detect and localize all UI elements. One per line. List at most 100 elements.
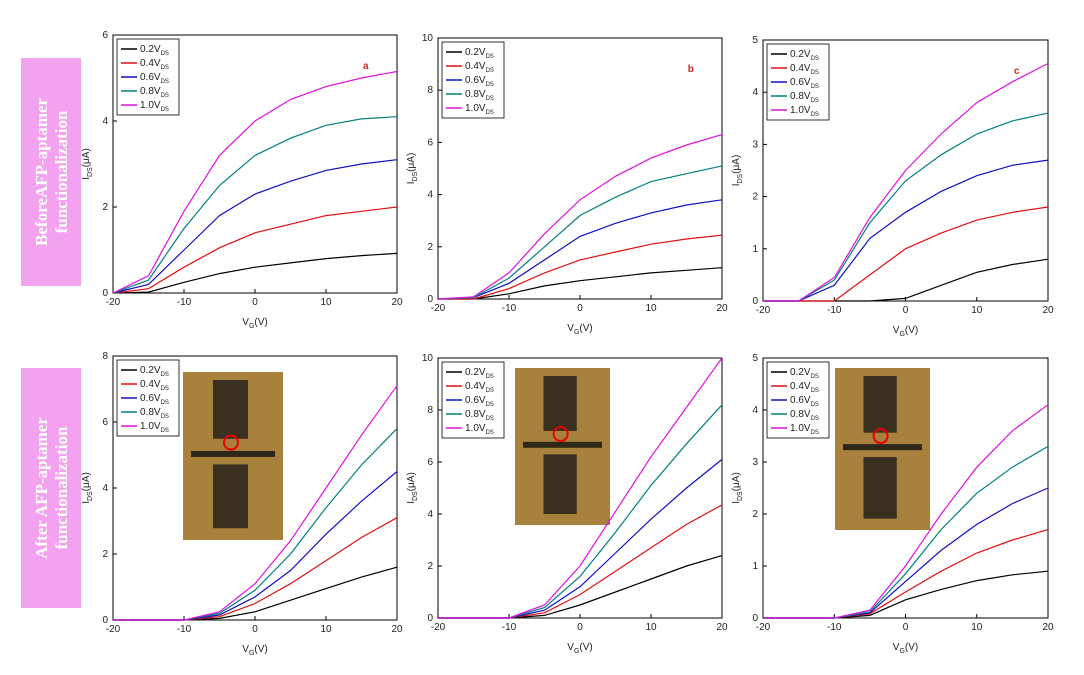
legend-name: 0.4V [790, 63, 811, 74]
label-sub: G [899, 648, 904, 655]
x-tick-label: 10 [320, 297, 332, 308]
series-line [763, 206, 1049, 302]
legend-label: 0.8VDS [140, 407, 169, 420]
y-tick-label: 0 [427, 294, 433, 305]
y-tick-label: 4 [102, 116, 108, 127]
series-line [112, 70, 398, 294]
y-axis-label: IDS(μA) [731, 472, 744, 504]
x-axis-label: VG(V) [567, 323, 592, 336]
y-tick-label: 5 [752, 35, 758, 46]
legend-sub: DS [486, 110, 494, 116]
legend-sub: DS [486, 82, 494, 88]
y-tick-label: 2 [427, 561, 433, 572]
legend-sub: DS [486, 68, 494, 74]
y-axis-label: IDS(μA) [406, 153, 419, 185]
legend-label: 0.8VDS [465, 89, 494, 102]
y-tick-label: 0 [752, 613, 758, 624]
y-tick-label: 8 [427, 405, 433, 416]
legend-name: 0.6V [790, 77, 811, 88]
x-tick-label: -20 [431, 303, 446, 314]
x-tick-label: 0 [903, 305, 909, 316]
series-line [113, 385, 398, 621]
legend-label: 0.6VDS [790, 77, 819, 90]
label-unit: (μA) [81, 148, 92, 167]
legend-label: 0.2VDS [465, 367, 494, 380]
panel-label: b [688, 64, 694, 75]
label-unit: (V) [254, 644, 267, 655]
legend-sub: DS [811, 374, 819, 380]
label-unit: (μA) [81, 472, 92, 491]
inset-photo [515, 368, 610, 525]
legend-name: 0.4V [465, 381, 486, 392]
legend-label: 0.6VDS [465, 395, 494, 408]
legend-sub: DS [486, 416, 494, 422]
legend-sub: DS [811, 430, 819, 436]
x-tick-label: -10 [827, 305, 842, 316]
legend-label: 0.8VDS [790, 91, 819, 104]
y-tick-label: 2 [752, 509, 758, 520]
legend-name: 1.0V [465, 423, 486, 434]
y-tick-label: 10 [422, 353, 434, 364]
series-line [112, 252, 398, 294]
legend-name: 1.0V [140, 421, 161, 432]
x-tick-label: -10 [177, 624, 192, 635]
legend-label: 0.4VDS [790, 381, 819, 394]
inset-photo-dark [863, 376, 897, 433]
legend-sub: DS [486, 430, 494, 436]
x-tick-label: 10 [971, 305, 983, 316]
legend-sub: DS [486, 388, 494, 394]
legend-name: 0.2V [790, 49, 811, 60]
label-unit: (V) [579, 323, 592, 334]
label-main: I [81, 177, 92, 180]
label-unit: (μA) [731, 155, 742, 174]
y-tick-label: 4 [752, 405, 758, 416]
row-label: After AFP-aptamerfunctionalization [32, 417, 71, 559]
legend-sub: DS [486, 402, 494, 408]
label-unit: (V) [905, 642, 918, 653]
legend-name: 0.2V [465, 367, 486, 378]
label-sub: G [574, 329, 579, 336]
x-tick-label: -10 [502, 622, 517, 633]
y-tick-label: 10 [422, 33, 434, 44]
legend-label: 0.8VDS [140, 86, 169, 99]
legend-name: 1.0V [465, 103, 486, 114]
x-tick-label: 0 [903, 622, 909, 633]
x-tick-label: -20 [756, 305, 771, 316]
inset-photo-channel [843, 444, 922, 451]
label-sub: G [249, 323, 254, 330]
label-main: I [81, 501, 92, 504]
x-tick-label: 10 [320, 624, 332, 635]
legend-name: 0.8V [790, 409, 811, 420]
inset-photo [835, 368, 930, 530]
legend-name: 1.0V [140, 100, 161, 111]
y-tick-label: 6 [427, 457, 433, 468]
x-tick-label: 20 [1042, 622, 1054, 633]
legend-name: 0.6V [140, 393, 161, 404]
legend-name: 0.2V [790, 367, 811, 378]
legend-name: 0.8V [140, 86, 161, 97]
inset-photo-dark [543, 454, 577, 515]
legend-label: 0.8VDS [790, 409, 819, 422]
legend-label: 1.0VDS [465, 423, 494, 436]
series-line [438, 234, 723, 300]
x-tick-label: -10 [827, 622, 842, 633]
label-main: V [567, 323, 574, 334]
y-tick-label: 0 [102, 288, 108, 299]
legend-sub: DS [811, 388, 819, 394]
y-tick-label: 3 [752, 457, 758, 468]
x-tick-label: -20 [431, 622, 446, 633]
y-tick-label: 5 [752, 353, 758, 364]
series-line [763, 570, 1049, 619]
x-axis-label: VG(V) [242, 317, 267, 330]
legend-name: 0.4V [140, 58, 161, 69]
legend-label: 0.8VDS [465, 409, 494, 422]
y-tick-label: 6 [427, 137, 433, 148]
series-line [763, 62, 1049, 302]
inset-photo [183, 372, 283, 540]
label-sub: G [249, 650, 254, 657]
label-sub: DS [412, 171, 419, 181]
x-tick-label: -20 [756, 622, 771, 633]
legend-name: 1.0V [790, 423, 811, 434]
legend-sub: DS [161, 386, 169, 392]
label-unit: (V) [905, 325, 918, 336]
